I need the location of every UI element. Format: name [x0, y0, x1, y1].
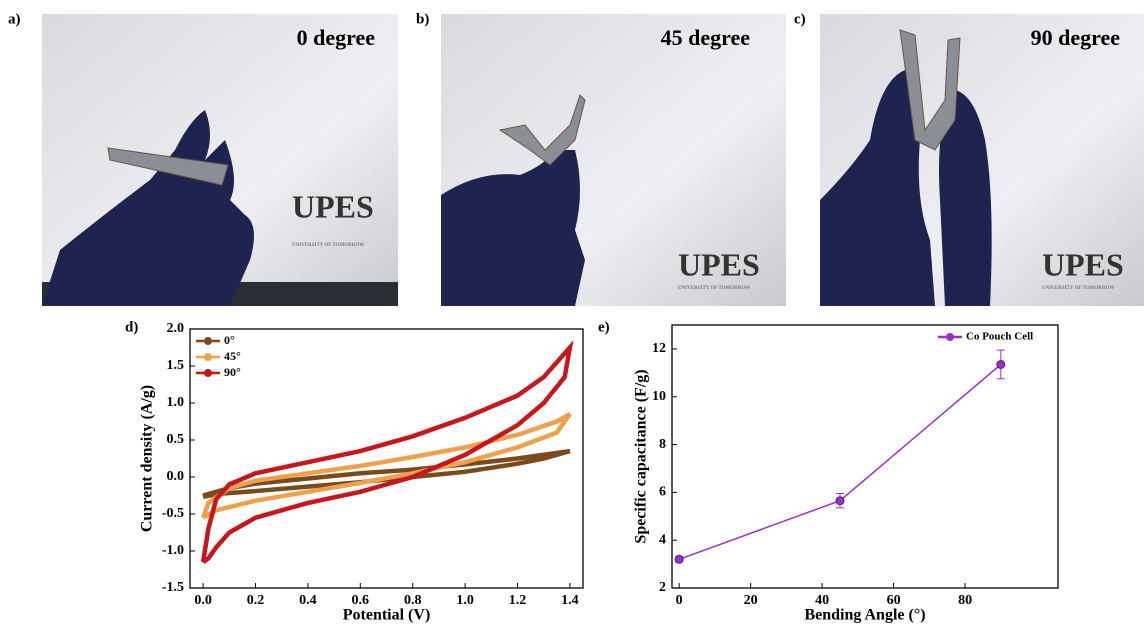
x-axis-title: Potential (V)	[343, 607, 431, 624]
x-axis-title: Bending Angle (°)	[804, 607, 925, 624]
legend-marker	[204, 337, 212, 345]
logo: UPES	[678, 246, 760, 282]
data-point	[674, 554, 684, 564]
x-tick-label: 1.2	[509, 593, 527, 608]
y-tick-label: -0.5	[162, 506, 184, 521]
legend-marker	[946, 333, 954, 341]
y-axis-title: Specific capacitance (F/g)	[633, 369, 650, 543]
x-tick-label: 80	[958, 593, 972, 608]
x-tick-label: 20	[744, 593, 758, 608]
logo-tagline: UNIVERSITY OF TOMORROW	[292, 243, 364, 248]
x-tick-label: 40	[815, 593, 829, 608]
x-tick-label: 60	[887, 593, 901, 608]
y-tick-label: -1.0	[162, 543, 184, 558]
logo-tagline: UNIVERSITY OF TOMORROW	[678, 286, 750, 291]
panel-label: e)	[598, 319, 610, 335]
y-tick-label: 1.0	[167, 395, 185, 410]
series-line	[678, 363, 1002, 561]
logo: UPES	[292, 188, 374, 224]
y-tick-label: 0.5	[167, 432, 185, 447]
plot-frame	[671, 324, 1059, 589]
y-tick-label: 1.5	[167, 358, 185, 373]
legend-label: 90°	[224, 365, 241, 379]
series-line	[200, 340, 574, 564]
photo-panel: c) 90 degree UPES UNIVERSITY OF TOMORROW	[794, 11, 1144, 306]
legend-label: Co Pouch Cell	[966, 331, 1033, 343]
y-tick-label: 2.0	[167, 321, 185, 336]
logo: UPES	[1042, 246, 1124, 282]
data-point	[835, 496, 845, 506]
x-tick-label: 1.4	[561, 593, 579, 608]
series-line	[200, 412, 572, 520]
legend-label: 45°	[224, 349, 241, 363]
plot-frame	[189, 328, 584, 589]
glove	[820, 70, 935, 306]
x-tick-label: 0.8	[404, 593, 422, 608]
legend-label: 0°	[224, 333, 235, 347]
y-tick-label: 6	[659, 485, 666, 500]
electrode	[107, 147, 229, 186]
photo-caption: 45 degree	[661, 25, 751, 50]
electrode	[498, 94, 586, 166]
photo-caption: 90 degree	[1031, 25, 1121, 50]
y-tick-label: 10	[652, 389, 666, 404]
y-tick-label: 12	[652, 341, 666, 356]
photo-caption: 0 degree	[297, 25, 376, 50]
panel-label: c)	[794, 11, 806, 27]
x-tick-label: 0.4	[299, 593, 317, 608]
legend-marker	[204, 353, 212, 361]
x-tick-label: 0	[676, 593, 683, 608]
x-tick-label: 1.0	[456, 593, 474, 608]
x-tick-label: 0.2	[247, 593, 265, 608]
panel-label: a)	[8, 11, 21, 27]
panel-label: b)	[416, 11, 429, 27]
y-tick-label: 4	[659, 532, 666, 547]
y-tick-label: 0.0	[167, 469, 185, 484]
x-tick-label: 0.0	[194, 593, 212, 608]
legend-marker	[204, 369, 212, 377]
y-axis-title: Current density (A/g)	[139, 385, 156, 532]
electrode	[899, 29, 961, 151]
x-tick-label: 0.6	[352, 593, 370, 608]
data-point	[996, 359, 1006, 369]
y-tick-label: -1.5	[162, 580, 184, 595]
logo-tagline: UNIVERSITY OF TOMORROW	[1042, 286, 1114, 291]
glove	[441, 150, 585, 306]
y-tick-label: 2	[659, 580, 666, 595]
photo-panel: a) 0 degree UPES UNIVERSITY OF TOMORROW	[8, 11, 398, 306]
y-tick-label: 8	[659, 437, 666, 452]
series-line	[202, 448, 571, 500]
glove	[939, 90, 992, 306]
glove	[42, 110, 254, 306]
panel-label: d)	[125, 319, 138, 335]
photo-panel: b) 45 degree UPES UNIVERSITY OF TOMORROW	[416, 11, 786, 306]
